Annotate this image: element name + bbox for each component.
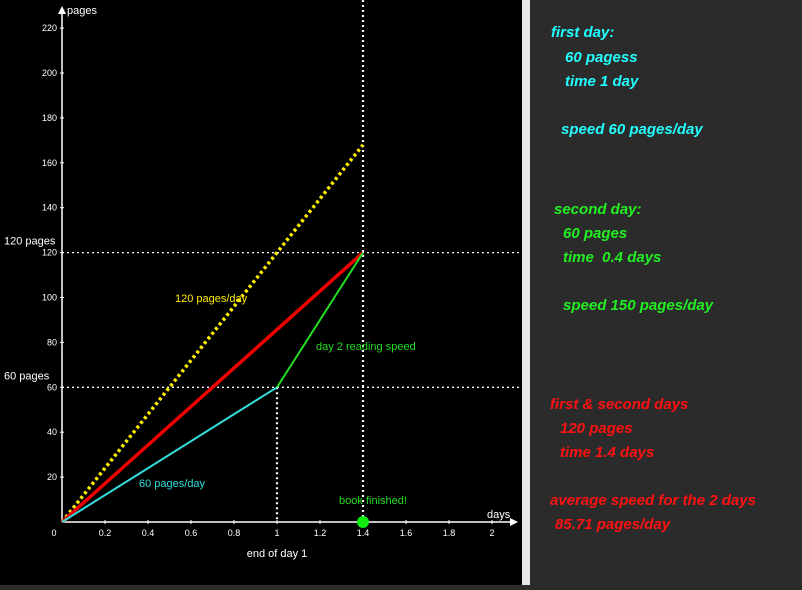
y-axis-arrow (58, 6, 66, 14)
first-day-heading: first day: (551, 24, 615, 41)
y-tick-label: 100 (42, 293, 57, 303)
y-tick-label: 80 (47, 337, 57, 347)
first-day-pages: 60 pagess (565, 49, 638, 66)
x-tick-label: 0.4 (142, 528, 155, 538)
x-tick-label: 0.2 (99, 528, 112, 538)
reference-label-y-60: 60 pages (4, 370, 50, 382)
chart: 60 pages 120 pages end of day 1 days pages 0 0… (4, 0, 520, 560)
series-line-green (276, 252, 364, 388)
y-tick-label: 180 (42, 113, 57, 123)
x-tick-label: 0 (51, 528, 56, 538)
y-tick-label: 140 (42, 203, 57, 213)
average-speed-value: 85.71 pages/day (555, 516, 671, 533)
graph-panel: 60 pages 120 pages end of day 1 days pages 0 0… (0, 0, 522, 585)
x-tick-label: 0.6 (185, 528, 198, 538)
x-tick-label: 1 (274, 528, 279, 538)
book-finished-point[interactable] (357, 516, 369, 528)
reference-label-x-1: end of day 1 (247, 548, 308, 560)
both-days-time: time 1.4 days (560, 444, 655, 461)
x-axis-arrow (510, 518, 518, 526)
x-axis-title: days (487, 509, 511, 521)
series-label-60-pages-day: 60 pages/day (139, 478, 206, 490)
second-day-time: time 0.4 days (563, 249, 662, 266)
y-tick-label: 40 (47, 427, 57, 437)
y-tick-label: 160 (42, 158, 57, 168)
info-panel: first day: 60 pagess time 1 day speed 60… (530, 0, 802, 585)
second-day-heading: second day: (554, 201, 642, 218)
x-tick-label: 0.8 (228, 528, 241, 538)
x-tick-label: 1.8 (443, 528, 456, 538)
first-day-time: time 1 day (565, 73, 639, 90)
series-label-day-2-speed: day 2 reading speed (316, 341, 416, 353)
second-day-speed: speed 150 pages/day (563, 297, 714, 314)
book-finished-label: book finished! (339, 495, 407, 507)
average-speed-heading: average speed for the 2 days (550, 492, 756, 509)
x-tick-label: 1.6 (400, 528, 413, 538)
series-line-cyan (61, 386, 278, 523)
x-tick-label: 1.4 (357, 528, 370, 538)
y-tick-label: 120 (42, 248, 57, 258)
y-tick-label: 220 (42, 23, 57, 33)
both-days-pages: 120 pages (560, 420, 633, 437)
series-line-red (60, 251, 365, 524)
y-tick-label: 200 (42, 68, 57, 78)
panel-divider[interactable] (522, 0, 530, 585)
y-tick-label: 60 (47, 382, 57, 392)
x-tick-label: 2 (489, 528, 494, 538)
y-tick-label: 20 (47, 472, 57, 482)
x-tick-label: 1.2 (314, 528, 327, 538)
y-axis-title: pages (67, 5, 97, 17)
first-day-speed: speed 60 pages/day (561, 121, 703, 138)
second-day-pages: 60 pages (563, 225, 628, 242)
both-days-heading: first & second days (550, 396, 689, 413)
series-line-yellow (60, 143, 365, 524)
reference-label-y-120: 120 pages (4, 236, 56, 248)
series-label-120-pages-day: 120 pages/day (175, 293, 248, 305)
